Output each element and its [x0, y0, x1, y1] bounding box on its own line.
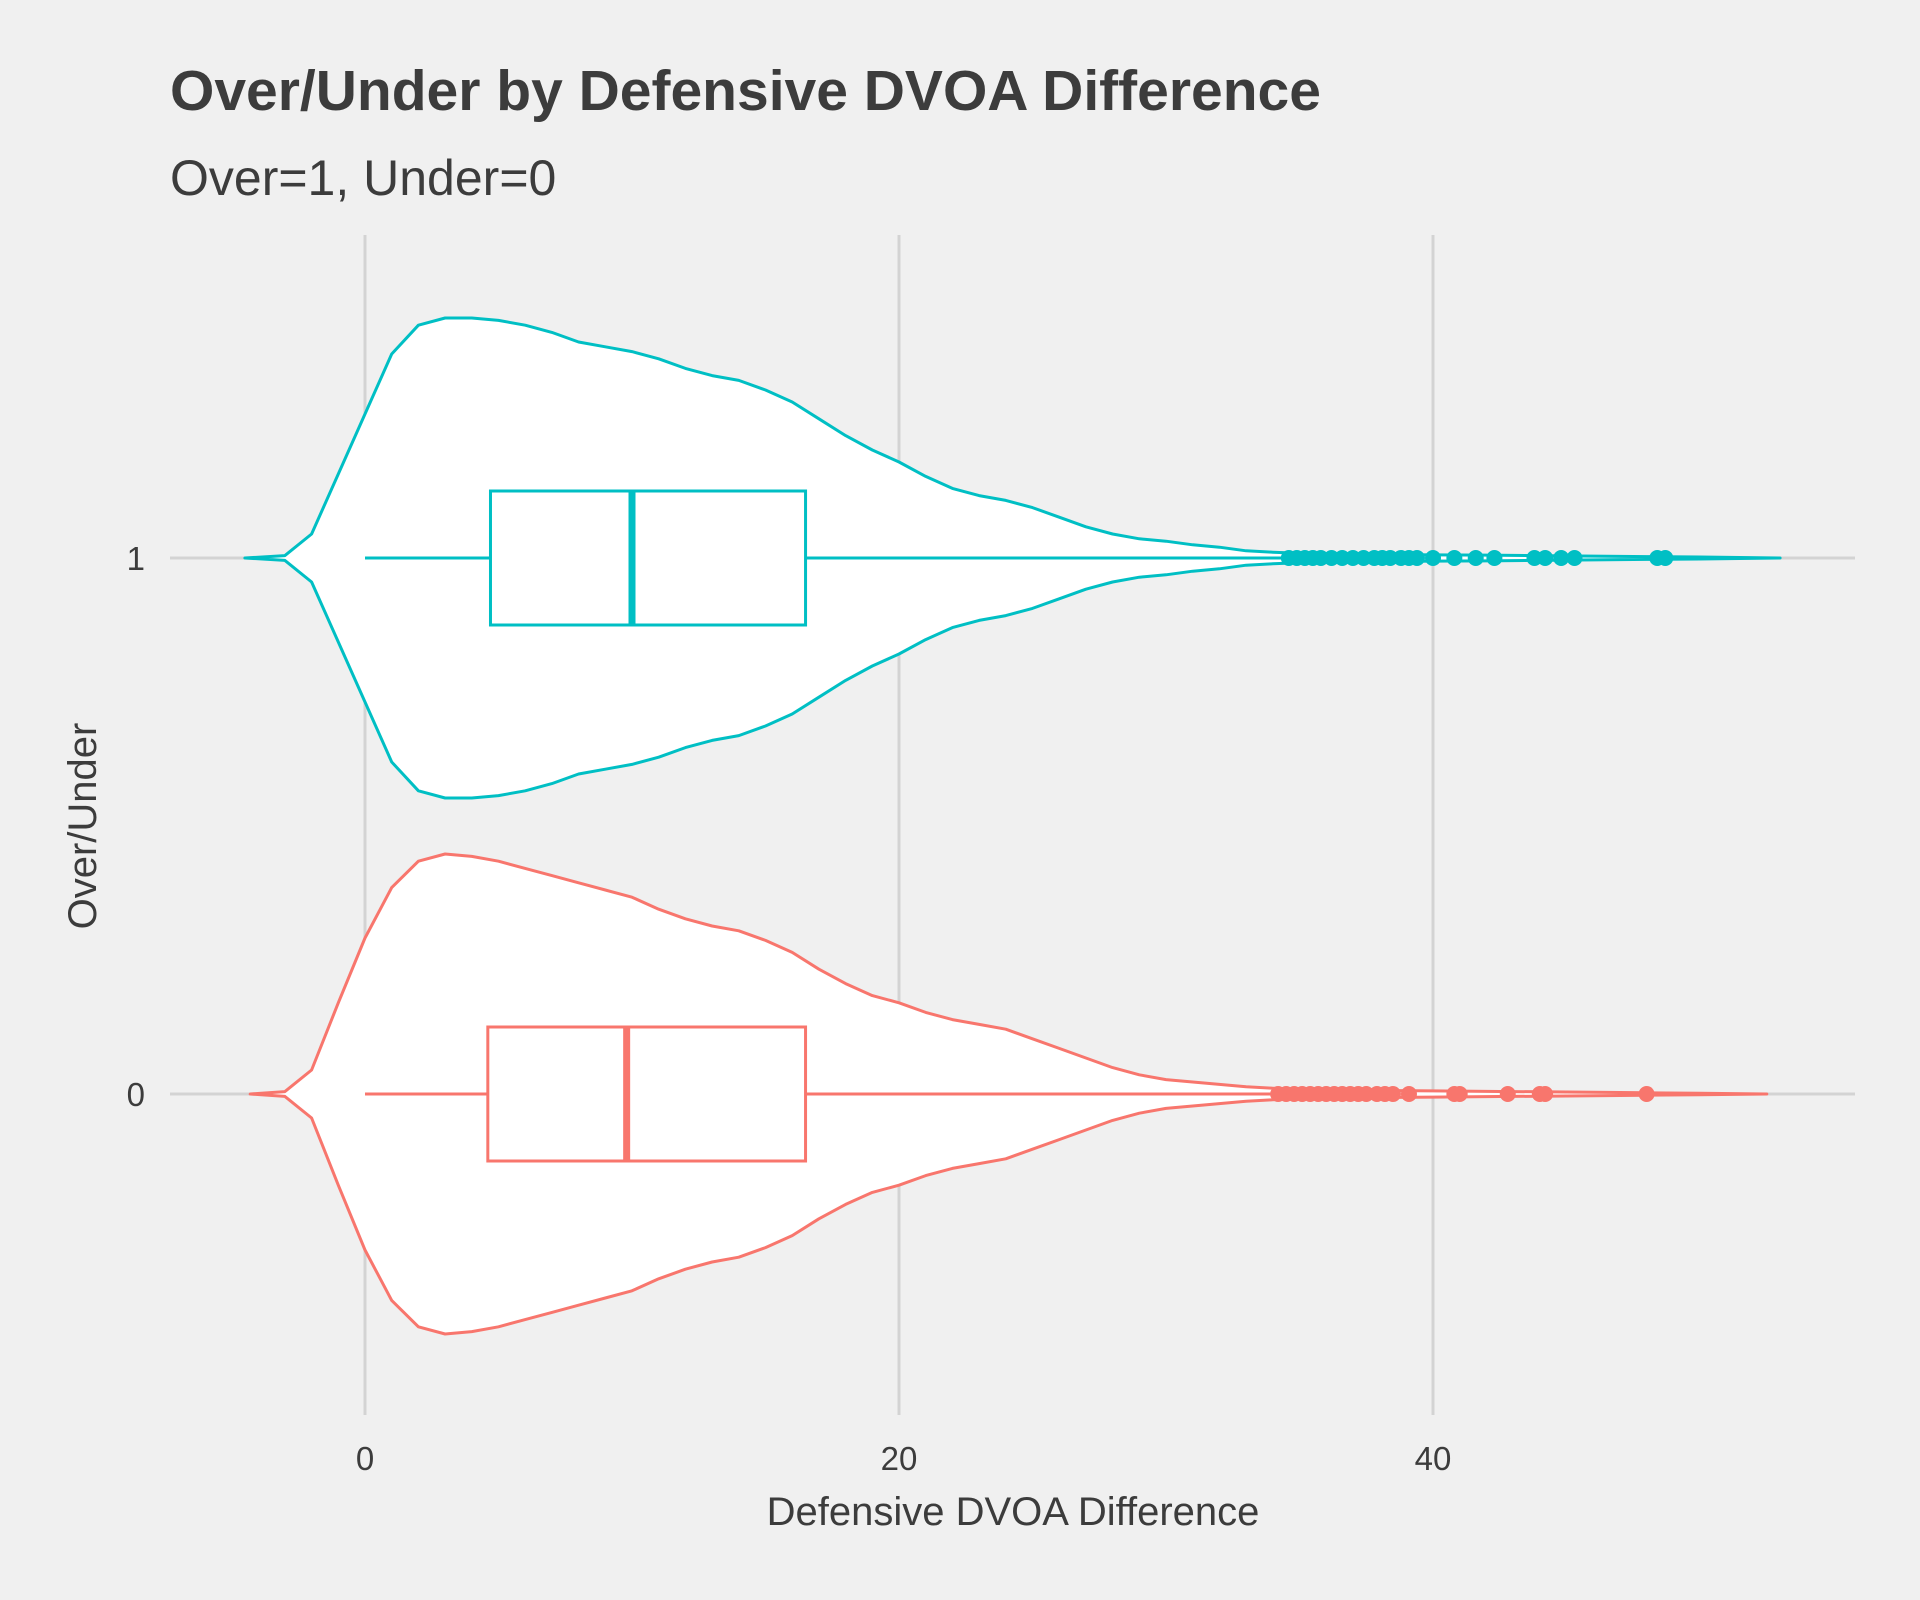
- chart-subtitle: Over=1, Under=0: [170, 150, 556, 206]
- x-tick-label: 20: [881, 1440, 918, 1477]
- outlier-point: [1446, 550, 1462, 566]
- series-1: [245, 318, 1780, 798]
- chart-title: Over/Under by Defensive DVOA Difference: [170, 59, 1321, 123]
- outlier-point: [1425, 550, 1441, 566]
- y-axis-label: Over/Under: [61, 723, 105, 930]
- outlier-point: [1385, 1086, 1401, 1102]
- y-tick-label: 1: [127, 540, 145, 577]
- outlier-point: [1486, 550, 1502, 566]
- box: [490, 491, 805, 625]
- y-tick-label: 0: [127, 1076, 145, 1113]
- outlier-point: [1567, 550, 1583, 566]
- outlier-point: [1468, 550, 1484, 566]
- box: [488, 1027, 806, 1161]
- plot-area: [245, 318, 1780, 1334]
- outlier-point: [1500, 1086, 1516, 1102]
- x-axis-label: Defensive DVOA Difference: [767, 1490, 1260, 1534]
- series-0: [250, 854, 1767, 1334]
- x-tick-label: 40: [1415, 1440, 1452, 1477]
- outlier-point: [1452, 1086, 1468, 1102]
- outlier-point: [1537, 550, 1553, 566]
- outlier-point: [1409, 550, 1425, 566]
- x-tick-label: 0: [356, 1440, 374, 1477]
- outlier-point: [1657, 550, 1673, 566]
- outlier-point: [1639, 1086, 1655, 1102]
- outlier-point: [1537, 1086, 1553, 1102]
- outlier-point: [1401, 1086, 1417, 1102]
